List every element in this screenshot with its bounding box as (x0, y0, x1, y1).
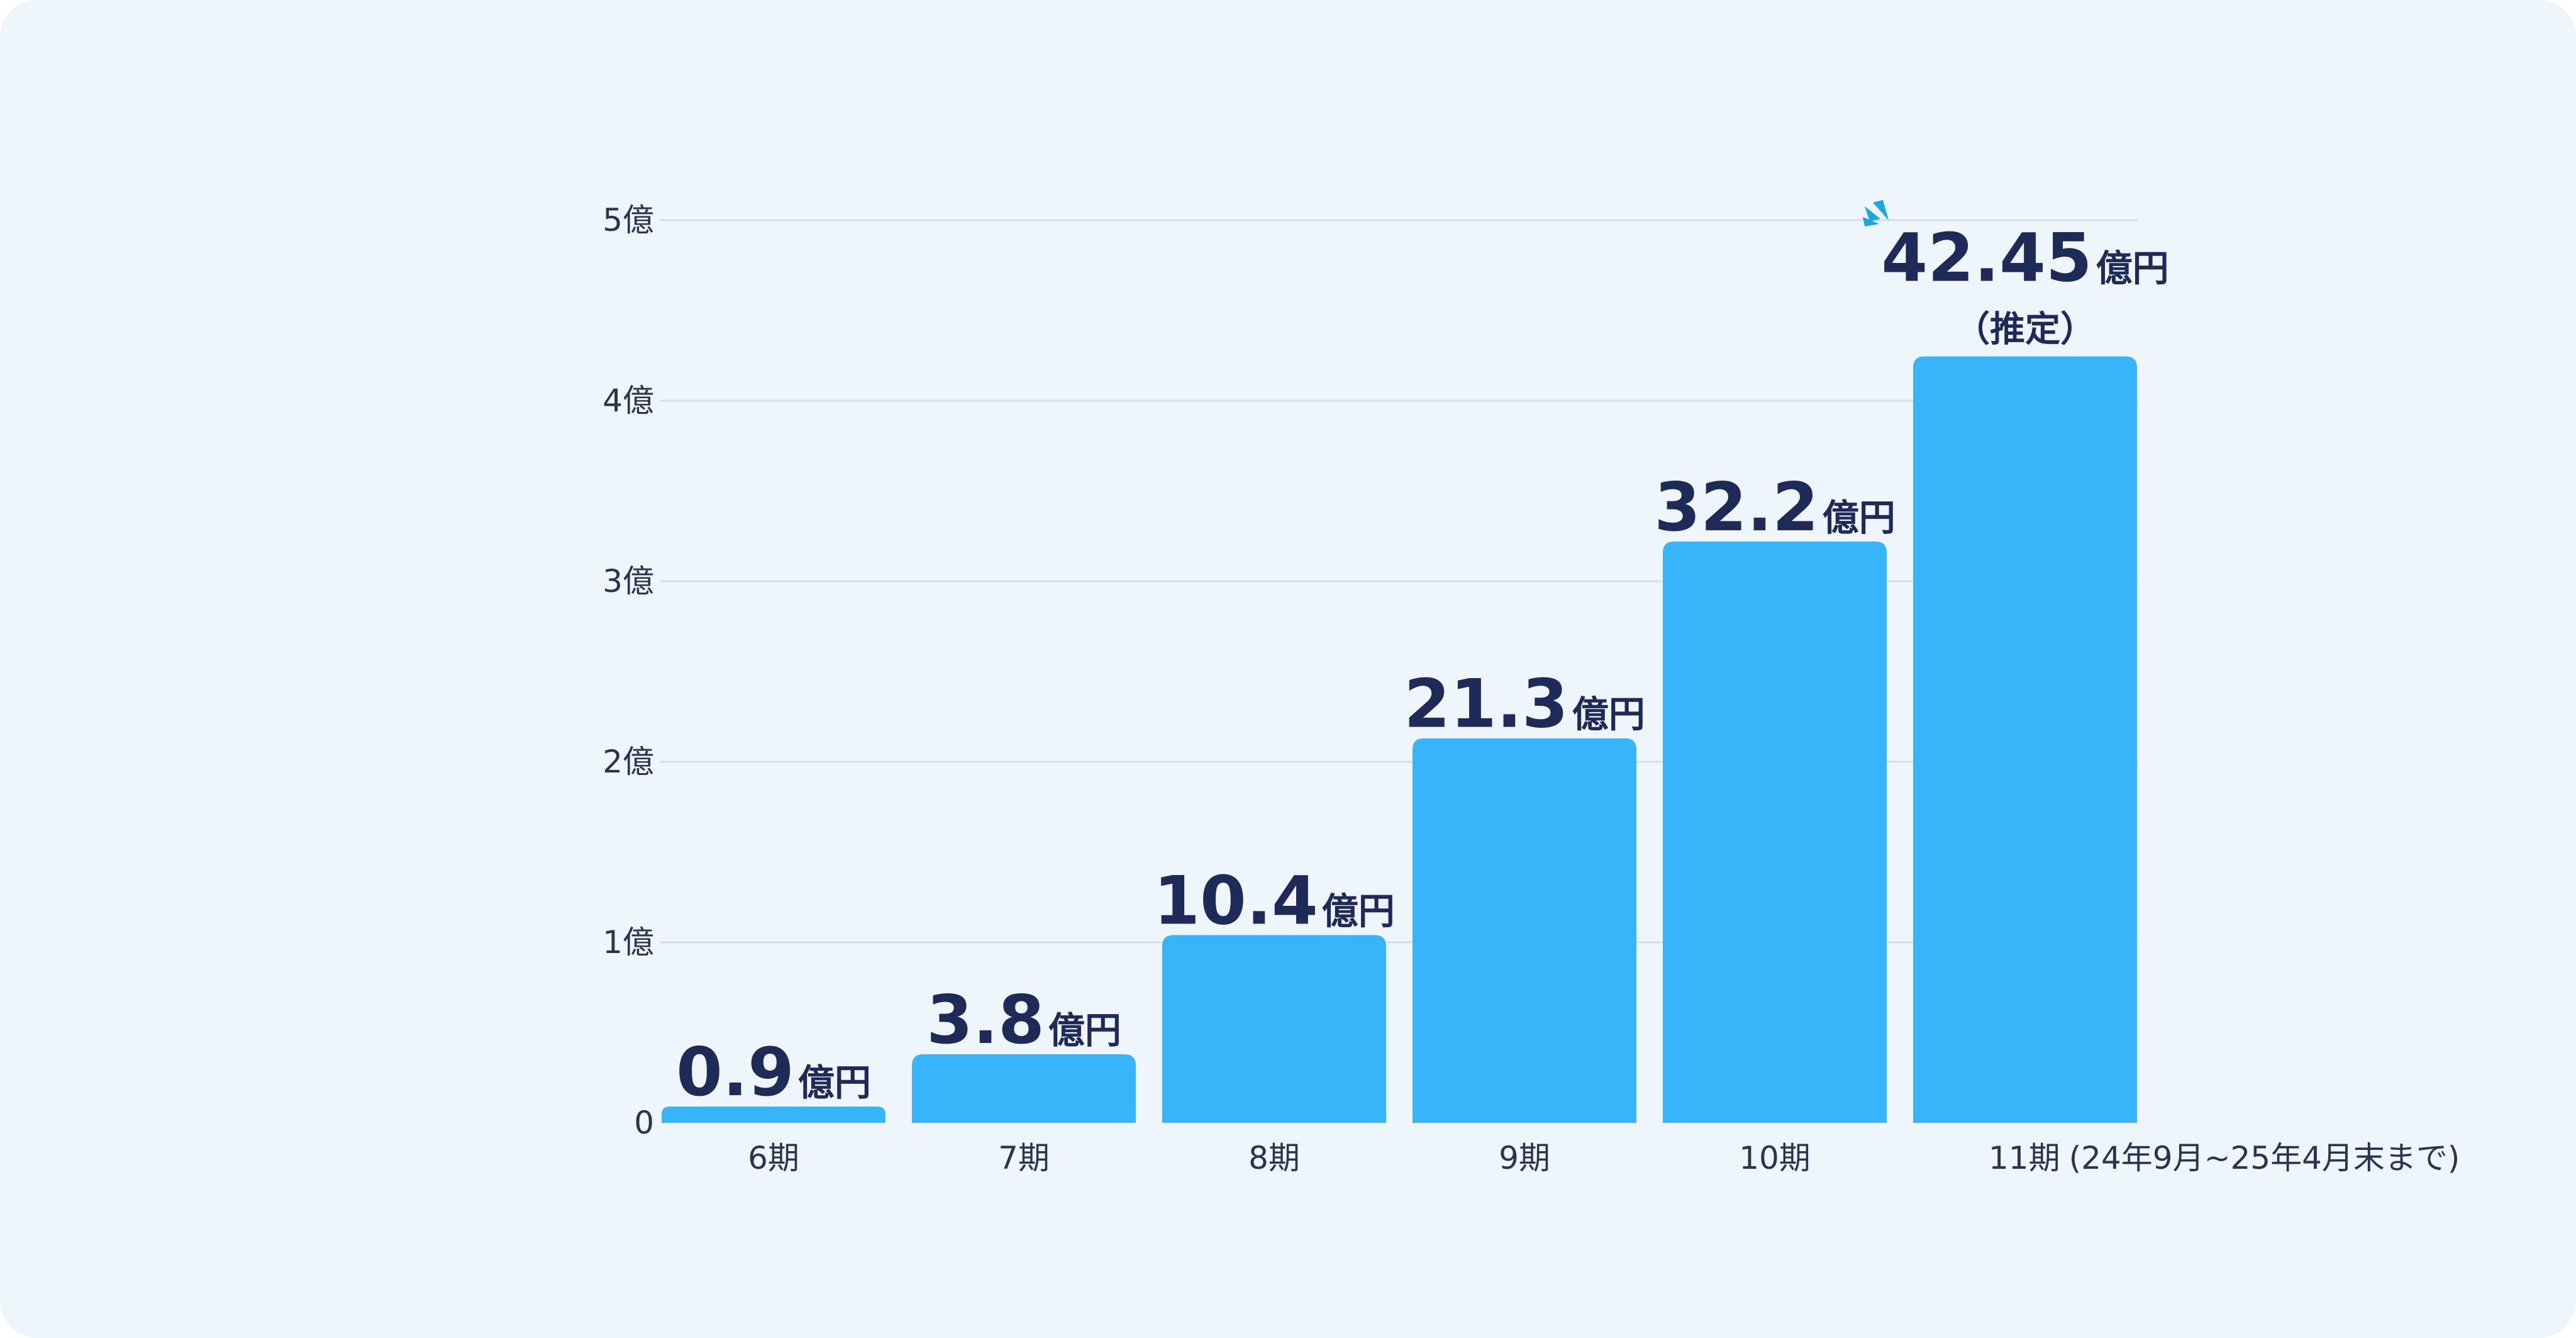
data-label-value: 42.45 (1881, 220, 2092, 297)
data-label-unit: 億円 (1572, 693, 1645, 736)
data-label-unit: 億円 (1823, 496, 1896, 539)
data-label-value: 32.2 (1654, 469, 1819, 546)
sparkle-ray (1863, 217, 1879, 226)
data-label: 10.4 億円 (1153, 862, 1395, 940)
data-label-unit: 億円 (798, 1061, 871, 1104)
data-label-unit: 億円 (1048, 1009, 1121, 1052)
bar (912, 1054, 1136, 1123)
data-label-note: （推定） (1955, 309, 2096, 350)
data-label: 21.3 億円 (1404, 666, 1645, 743)
bar (1913, 356, 2137, 1123)
y-axis-ticks: 0 1億 2億 3億 4億 5億 (602, 202, 654, 1141)
data-label-value: 3.8 (926, 981, 1045, 1059)
x-tick-label: 9期 (1499, 1140, 1550, 1176)
grid-lines (660, 219, 2138, 944)
data-label: 3.8 億円 (926, 981, 1121, 1059)
x-tick-category: 10期 (1739, 1140, 1811, 1176)
x-tick-category: 7期 (998, 1140, 1050, 1176)
bar (1413, 738, 1636, 1123)
bar (1162, 935, 1386, 1123)
x-tick-category: 8期 (1248, 1140, 1300, 1176)
data-label: 0.9 億円 (676, 1034, 871, 1111)
data-label-value: 10.4 (1153, 862, 1318, 940)
bar (1663, 541, 1887, 1123)
x-tick-label: 6期 (748, 1140, 799, 1176)
y-tick-label: 2億 (602, 744, 654, 780)
x-tick-label: 11期 (24年9月~25年4月末まで) (1989, 1140, 2460, 1176)
x-axis-ticks: 6期 7期 8期 9期 10期 11期 (24年9月~25年4月末まで) (748, 1140, 2460, 1176)
bars (662, 356, 2137, 1123)
x-tick-label: 7期 (998, 1140, 1050, 1176)
x-tick-category: 9期 (1499, 1140, 1550, 1176)
x-tick-label: 8期 (1248, 1140, 1300, 1176)
data-label: 42.45 億円 (1881, 220, 2168, 297)
bar (662, 1107, 886, 1123)
y-tick-label: 3億 (602, 563, 654, 599)
sparkle-ray (1865, 206, 1880, 221)
data-label-value: 21.3 (1404, 666, 1568, 743)
sparkle-ray (1873, 200, 1889, 220)
data-label-value: 0.9 (676, 1034, 794, 1111)
x-tick-category: 6期 (748, 1140, 799, 1176)
data-label-unit: 億円 (2096, 247, 2169, 290)
x-tick-note: (24年9月~25年4月末まで) (2069, 1140, 2460, 1176)
x-tick-category: 11期 (1989, 1140, 2060, 1176)
y-tick-label: 1億 (602, 924, 654, 961)
data-label-unit: 億円 (1322, 890, 1395, 933)
y-tick-label: 0 (634, 1105, 654, 1141)
y-tick-label: 5億 (602, 202, 654, 238)
sparkle-icon (1863, 200, 1889, 226)
y-tick-label: 4億 (602, 382, 654, 419)
data-label: 32.2 億円 (1654, 469, 1896, 546)
x-tick-label: 10期 (1739, 1140, 1811, 1176)
